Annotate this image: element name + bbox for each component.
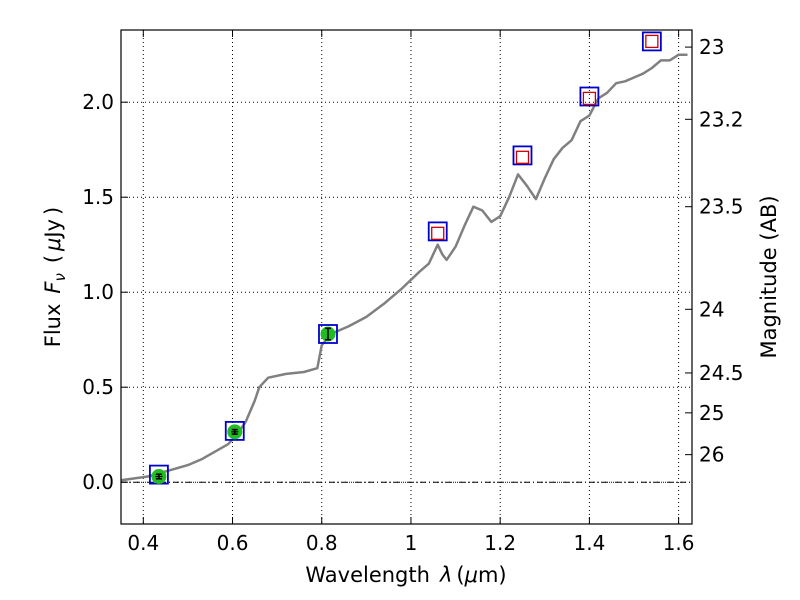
y-axis-unit: Jy xyxy=(41,219,65,240)
magnitude-tick-label: 25 xyxy=(699,401,724,425)
x-tick-label: 0.8 xyxy=(306,531,338,555)
y-tick-label: 0.5 xyxy=(82,375,114,399)
upper-limit-square xyxy=(515,150,530,164)
secondary-y-axis-label: Magnitude (AB) xyxy=(757,195,781,358)
magnitude-tick-label: 24.5 xyxy=(699,361,744,385)
y-axis-label-subscript: ν xyxy=(51,273,69,281)
plot-frame xyxy=(120,29,693,525)
x-tick-label: 1.6 xyxy=(663,531,695,555)
x-tick-label: 1 xyxy=(405,531,418,555)
model-photometry-square xyxy=(427,221,448,242)
magnitude-tick-label: 23 xyxy=(699,35,724,59)
upper-limit-square xyxy=(431,226,445,240)
x-tick-label: 0.6 xyxy=(217,531,249,555)
y-tick-label: 1.5 xyxy=(82,185,114,209)
model-photometry-square xyxy=(579,86,600,107)
y-axis-unit-prefix: μ xyxy=(41,238,65,252)
y-axis-label-text: Flux xyxy=(41,304,65,348)
y-axis-label-symbol: F xyxy=(41,281,65,294)
axis-ticks: 0.4 0.6 0.8 1 1.2 1.4 1.6 0.0 0.5 1.0 1.5 2.0 23 23.2… xyxy=(82,30,744,555)
x-axis-unit-prefix: μ xyxy=(464,563,478,587)
magnitude-tick-label: 23.5 xyxy=(699,195,744,219)
model-photometry-square xyxy=(512,145,533,166)
x-tick-label: 1.2 xyxy=(484,531,516,555)
upper-limit-square xyxy=(645,34,659,49)
magnitude-tick-label: 24 xyxy=(699,297,724,321)
y-tick-label: 1.0 xyxy=(82,280,114,304)
y-axis-label: FluxFν(μJy) xyxy=(41,207,69,348)
model-photometry-square xyxy=(641,31,662,52)
data-marks xyxy=(149,31,662,485)
magnitude-tick-label: 23.2 xyxy=(699,107,744,131)
x-axis-label-text: Wavelength xyxy=(305,563,430,587)
model-photometry-square xyxy=(318,324,338,344)
plot-background xyxy=(121,30,692,524)
x-tick-label: 1.4 xyxy=(573,531,605,555)
upper-limit-square xyxy=(582,91,597,106)
y-tick-label: 2.0 xyxy=(82,90,114,114)
y-tick-label: 0.0 xyxy=(82,470,114,494)
magnitude-tick-label: 26 xyxy=(699,443,724,467)
x-tick-label: 0.4 xyxy=(127,531,159,555)
x-axis-label: Wavelength λ (μm) xyxy=(305,563,506,587)
x-axis-label-symbol: λ xyxy=(439,563,452,587)
x-axis-unit: m xyxy=(478,563,498,587)
model-photometry-square xyxy=(224,420,245,441)
